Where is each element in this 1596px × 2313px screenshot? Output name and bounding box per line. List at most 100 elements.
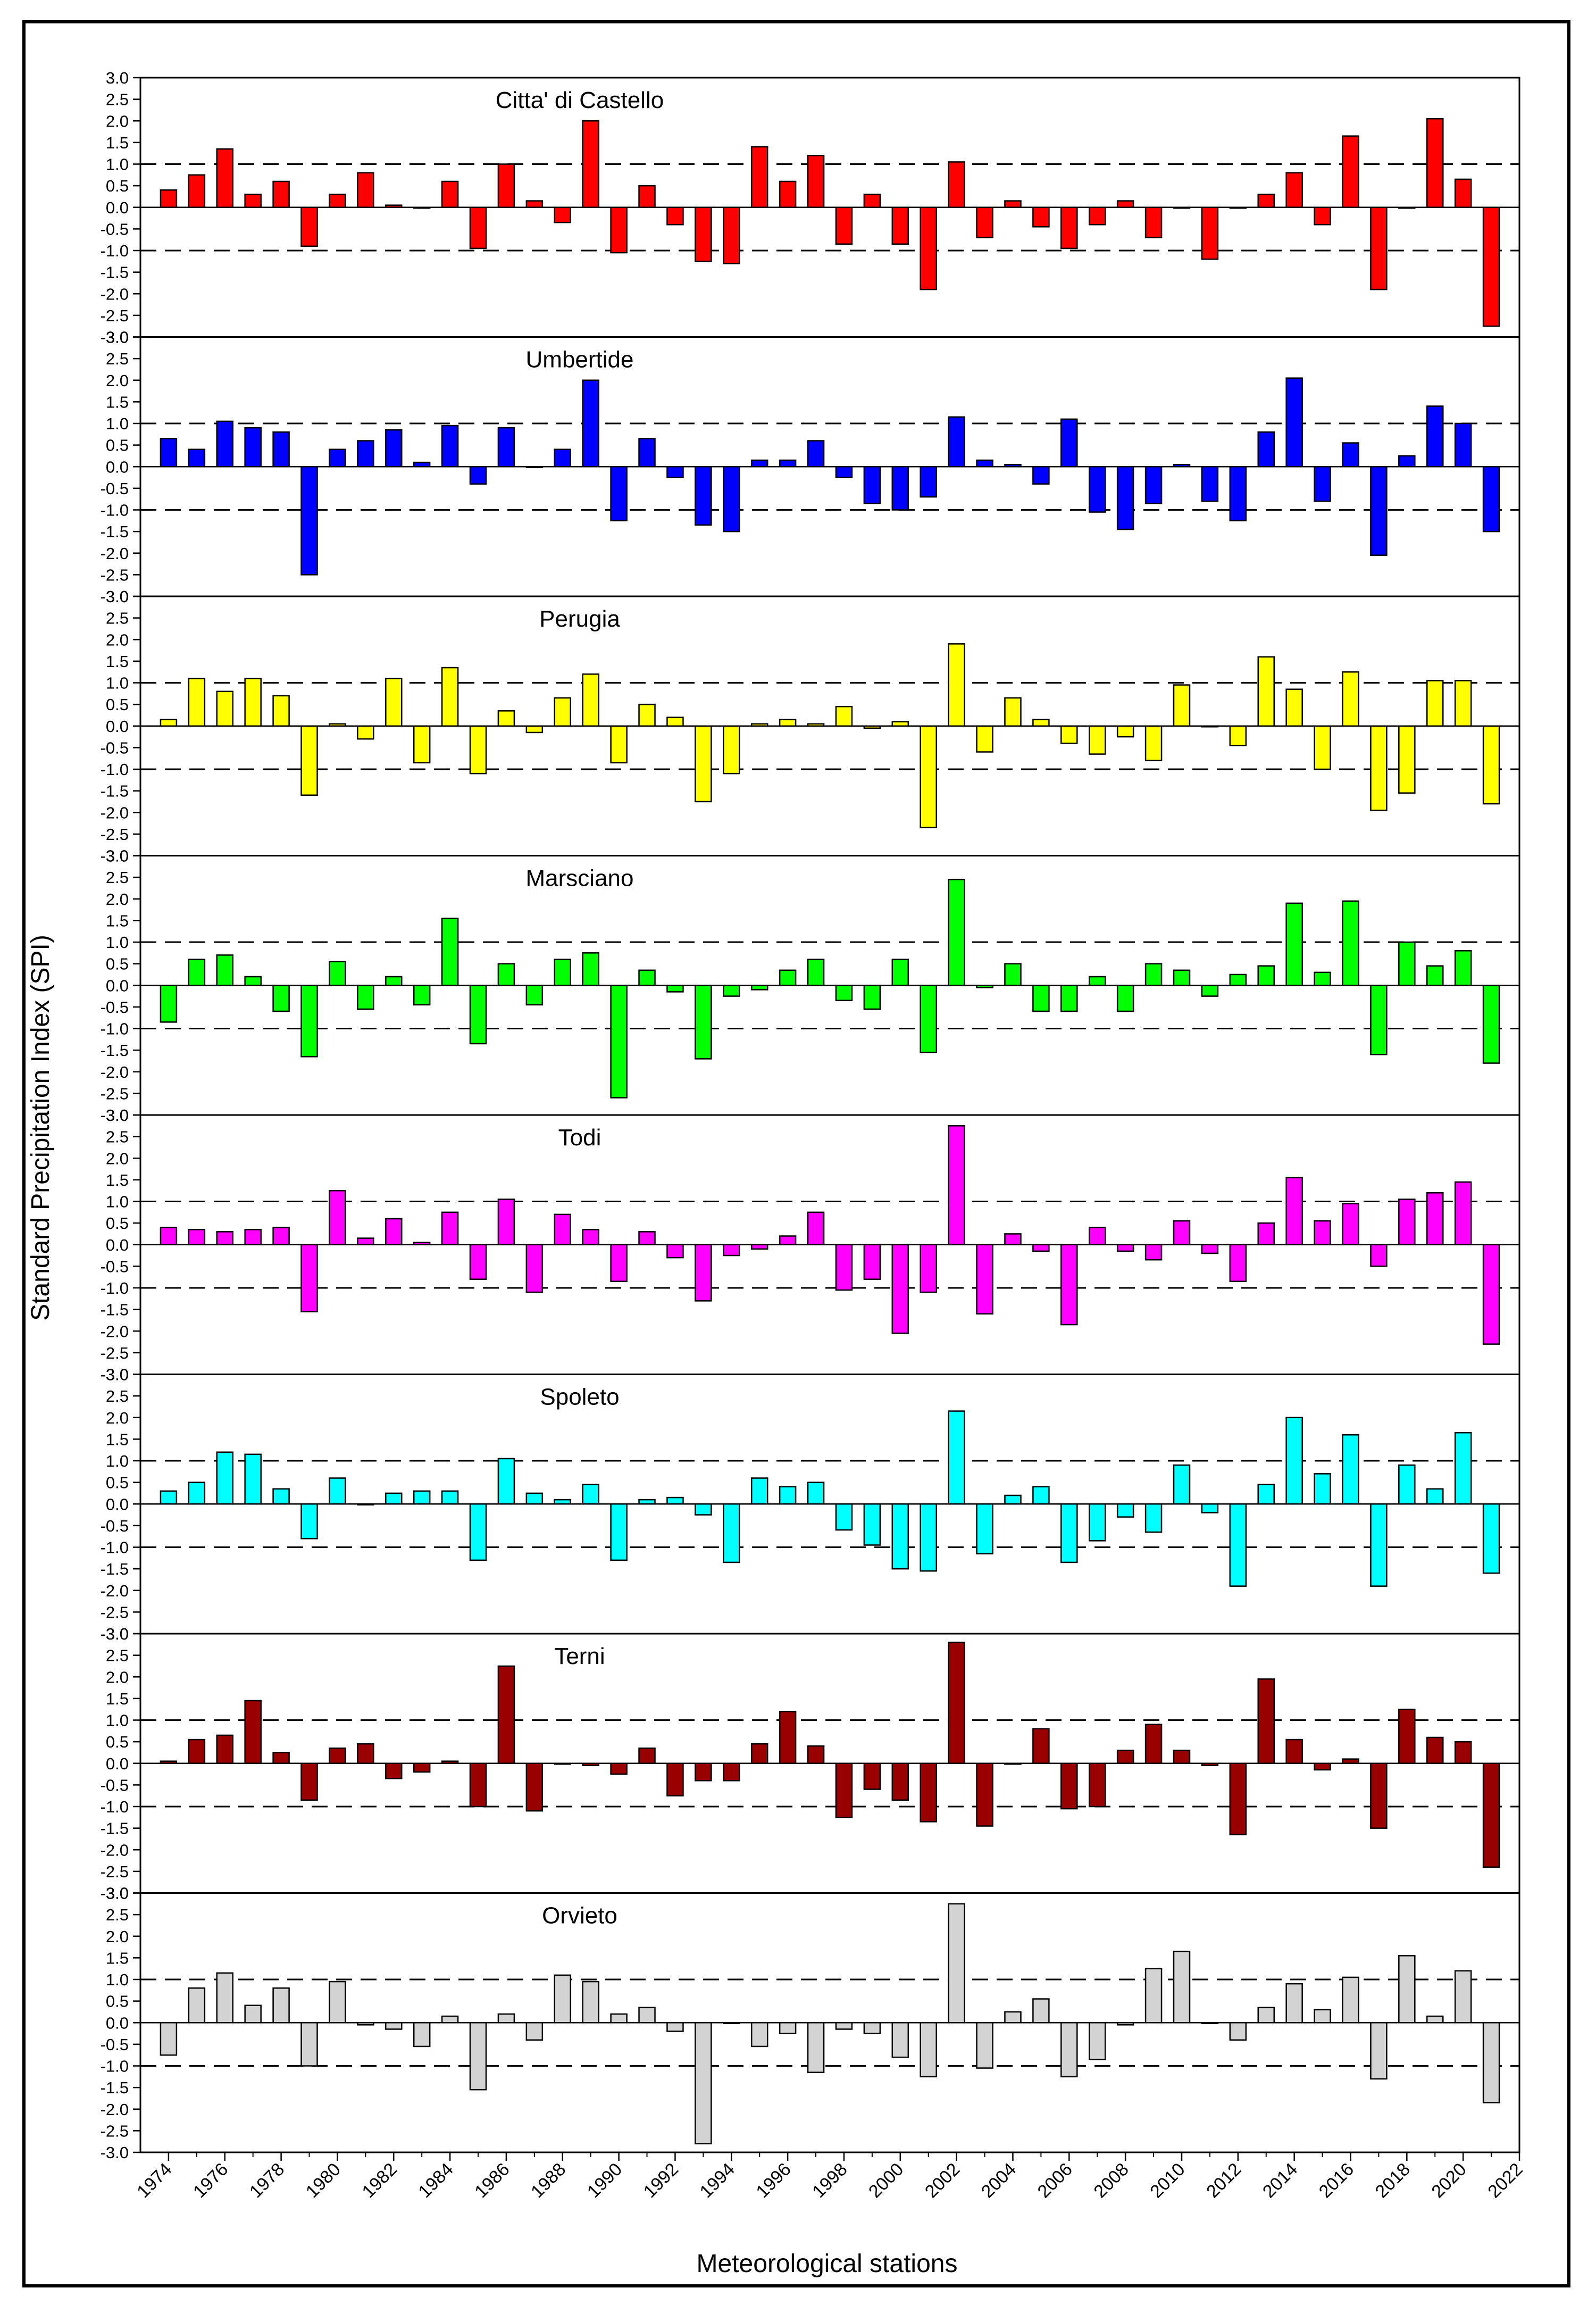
y-tick-label: 3.0 <box>106 1884 129 1903</box>
bar-2005 <box>1032 466 1050 485</box>
bar-2015 <box>1314 1473 1331 1505</box>
y-tick-label: -2.0 <box>101 544 129 563</box>
y-tick-label: -1.0 <box>101 2057 129 2076</box>
bar-1992 <box>666 206 684 226</box>
panel-spoleto: 3.0 2.5 2.0 1.5 1.0 0.5 0.0 -0.5 -1.0 -1.5 -2.0 -2.… <box>101 1366 1520 1643</box>
x-tick-label: 2000 <box>865 2159 907 2202</box>
bar-1993 <box>695 466 712 526</box>
bar-1999 <box>863 725 881 729</box>
bar-2005 <box>1032 206 1050 228</box>
bar-1980 <box>329 961 346 986</box>
bar-2008 <box>1116 2022 1134 2026</box>
bar-2013 <box>1257 431 1275 468</box>
y-tick-label: 2.5 <box>106 1646 129 1665</box>
bar-1990 <box>610 725 628 764</box>
bar-1982 <box>385 429 403 468</box>
bar-2012 <box>1229 1762 1247 1836</box>
y-tick-label: 0.0 <box>106 1236 129 1254</box>
bar-2018 <box>1398 941 1416 986</box>
bar-2020 <box>1454 1741 1472 1764</box>
bar-1996 <box>779 1711 797 1764</box>
bar-2015 <box>1314 1220 1331 1245</box>
bar-1990 <box>610 985 628 1099</box>
bar-1986 <box>497 427 515 468</box>
bar-1993 <box>695 985 712 1060</box>
x-axis-label: Meteorological stations <box>697 2250 958 2278</box>
bar-1981 <box>357 1237 374 1245</box>
bar-1981 <box>357 725 374 740</box>
bar-2010 <box>1173 463 1191 468</box>
bar-1981 <box>357 1503 374 1505</box>
bar-2001 <box>920 206 937 290</box>
bar-1987 <box>525 1492 544 1505</box>
x-tick-label: 1996 <box>752 2159 795 2202</box>
bar-1975 <box>188 678 206 727</box>
y-tick-label: -3.0 <box>101 847 129 866</box>
y-tick-label: -1.0 <box>101 1020 129 1038</box>
bar-2003 <box>976 985 993 988</box>
bar-1980 <box>329 1981 346 2024</box>
y-tick-label: 1.0 <box>106 933 129 952</box>
bar-2015 <box>1314 2009 1331 2024</box>
bar-1988 <box>554 1499 572 1505</box>
bar-1984 <box>441 425 459 468</box>
y-tick-label: 0.5 <box>106 1474 129 1492</box>
bar-1975 <box>188 959 206 986</box>
y-tick-label: -2.0 <box>101 803 129 822</box>
bar-2012 <box>1229 2022 1247 2041</box>
y-tick-label: 0.0 <box>106 457 129 476</box>
bar-1988 <box>554 1974 572 2024</box>
y-tick-label: 1.0 <box>106 155 129 174</box>
bar-2010 <box>1173 1950 1191 2024</box>
bar-1997 <box>807 723 825 727</box>
bar-2000 <box>891 721 909 727</box>
bar-1987 <box>525 2022 544 2041</box>
bar-1983 <box>413 1242 431 1245</box>
bar-2008 <box>1116 1503 1134 1518</box>
bar-2005 <box>1032 1486 1050 1505</box>
y-tick-label: 2.5 <box>106 1128 129 1146</box>
bar-2010 <box>1173 1750 1191 1764</box>
bar-1997 <box>807 440 825 468</box>
bar-1999 <box>863 1762 881 1790</box>
bar-1978 <box>272 695 290 727</box>
bar-2011 <box>1201 1762 1219 1767</box>
bar-1995 <box>750 1244 768 1250</box>
bar-2009 <box>1144 725 1163 761</box>
bar-2001 <box>920 1503 937 1572</box>
bar-2005 <box>1032 719 1050 727</box>
bar-1977 <box>244 1229 262 1245</box>
bar-1991 <box>638 969 656 986</box>
y-tick-label: 1.0 <box>106 1193 129 1211</box>
bar-2012 <box>1229 206 1247 209</box>
bar-2001 <box>920 1244 937 1293</box>
bar-2010 <box>1173 684 1191 727</box>
bar-1985 <box>469 466 487 485</box>
figure-frame <box>22 20 1570 2287</box>
bar-2016 <box>1342 671 1359 727</box>
bar-2018 <box>1398 1199 1416 1245</box>
bar-2002 <box>948 1642 965 1764</box>
y-tick-label: 0.5 <box>106 1733 129 1751</box>
x-tick-label: 1988 <box>527 2159 570 2202</box>
bar-2016 <box>1342 1203 1359 1245</box>
bar-1994 <box>723 985 740 997</box>
bar-1997 <box>807 1745 825 1764</box>
bar-2014 <box>1285 1738 1303 1764</box>
bar-2008 <box>1116 1244 1134 1252</box>
y-tick-label: -1.5 <box>101 1560 129 1578</box>
bar-1990 <box>610 1503 628 1561</box>
y-tick-label: -2.0 <box>101 1582 129 1600</box>
bar-1999 <box>863 985 881 1010</box>
y-tick-label: -0.5 <box>101 1257 129 1276</box>
station-label: Spoleto <box>540 1384 619 1410</box>
bar-1989 <box>582 952 599 986</box>
y-tick-label: -0.5 <box>101 1776 129 1794</box>
bar-1975 <box>188 1229 206 1245</box>
bar-1978 <box>272 1752 290 1764</box>
bar-2004 <box>1004 1762 1022 1765</box>
bar-1990 <box>610 206 628 254</box>
bar-1992 <box>666 1496 684 1505</box>
bar-2015 <box>1314 206 1331 226</box>
bar-2006 <box>1060 418 1078 468</box>
